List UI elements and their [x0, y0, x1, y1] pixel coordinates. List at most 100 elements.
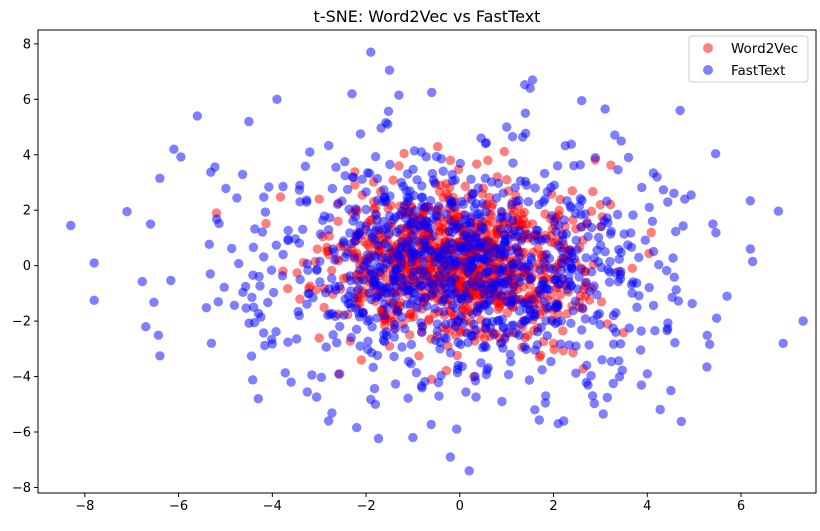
point-fasttext: [508, 263, 518, 273]
point-fasttext: [589, 281, 599, 291]
point-fasttext: [335, 321, 345, 332]
point-fasttext: [486, 177, 497, 187]
point-fasttext: [355, 341, 365, 351]
point-fasttext: [675, 105, 685, 116]
point-fasttext: [678, 221, 688, 231]
point-fasttext: [745, 244, 756, 254]
point-word2vec: [388, 175, 398, 185]
point-fasttext: [340, 252, 350, 262]
point-fasttext: [305, 147, 315, 157]
point-fasttext: [676, 416, 686, 427]
point-fasttext: [354, 312, 365, 322]
point-fasttext: [435, 344, 445, 354]
point-fasttext: [456, 339, 466, 350]
point-fasttext: [507, 320, 517, 331]
point-fasttext: [536, 322, 546, 333]
point-fasttext: [397, 206, 407, 217]
point-fasttext: [445, 452, 456, 462]
point-fasttext: [295, 274, 305, 285]
point-fasttext: [352, 422, 362, 433]
point-fasttext: [258, 328, 269, 338]
point-fasttext: [669, 272, 679, 282]
point-fasttext: [485, 295, 495, 306]
point-fasttext: [506, 271, 516, 282]
point-fasttext: [321, 342, 331, 352]
point-fasttext: [412, 175, 422, 185]
point-fasttext: [355, 129, 366, 139]
point-fasttext: [544, 263, 555, 273]
point-fasttext: [478, 223, 489, 234]
point-fasttext: [471, 392, 481, 402]
point-fasttext: [370, 152, 381, 162]
legend-label-word2vec: Word2Vec: [731, 41, 798, 57]
scatter-points: [66, 47, 808, 476]
point-fasttext: [648, 300, 659, 311]
point-fasttext: [201, 303, 212, 313]
point-fasttext: [428, 231, 438, 241]
point-fasttext: [533, 235, 543, 245]
point-word2vec: [433, 141, 443, 152]
point-fasttext: [598, 409, 608, 419]
point-fasttext: [658, 185, 669, 195]
point-fasttext: [137, 276, 147, 287]
point-fasttext: [687, 298, 697, 309]
point-fasttext: [283, 337, 293, 347]
point-word2vec: [312, 244, 323, 254]
point-fasttext: [445, 195, 455, 205]
point-fasttext: [433, 201, 444, 211]
point-fasttext: [637, 182, 647, 193]
point-fasttext: [404, 206, 414, 217]
point-fasttext: [369, 383, 380, 394]
point-fasttext: [331, 162, 341, 172]
point-fasttext: [448, 238, 458, 249]
legend-box: [688, 35, 809, 83]
point-fasttext: [460, 210, 470, 220]
point-fasttext: [506, 295, 517, 306]
point-fasttext: [280, 368, 290, 378]
point-word2vec: [483, 155, 493, 165]
point-fasttext: [539, 168, 550, 179]
point-fasttext: [373, 433, 384, 444]
point-fasttext: [483, 236, 493, 247]
point-fasttext: [141, 322, 151, 332]
point-fasttext: [608, 323, 618, 333]
point-fasttext: [635, 345, 646, 355]
point-fasttext: [453, 246, 464, 257]
point-fasttext: [332, 338, 342, 348]
point-fasttext: [327, 408, 337, 418]
point-fasttext: [627, 288, 637, 298]
point-fasttext: [489, 264, 500, 274]
point-fasttext: [602, 213, 612, 223]
point-fasttext: [524, 375, 535, 385]
point-fasttext: [353, 284, 364, 294]
point-fasttext: [383, 221, 393, 231]
point-fasttext: [430, 303, 440, 314]
point-fasttext: [473, 301, 483, 311]
point-fasttext: [247, 292, 257, 302]
point-word2vec: [533, 243, 543, 254]
point-fasttext: [359, 261, 369, 271]
point-fasttext: [409, 146, 420, 156]
point-fasttext: [452, 364, 463, 374]
point-fasttext: [390, 212, 401, 222]
point-fasttext: [343, 298, 353, 309]
point-word2vec: [554, 205, 564, 216]
point-word2vec: [283, 283, 293, 294]
point-fasttext: [454, 222, 464, 232]
point-fasttext: [623, 152, 634, 163]
point-fasttext: [542, 331, 552, 341]
point-fasttext: [491, 193, 502, 203]
point-word2vec: [502, 308, 512, 318]
point-fasttext: [596, 221, 607, 232]
point-fasttext: [552, 161, 563, 171]
y-tick-label: −8: [12, 481, 31, 496]
point-fasttext: [597, 355, 607, 365]
point-fasttext: [605, 229, 616, 239]
point-fasttext: [433, 278, 443, 288]
point-fasttext: [425, 195, 436, 206]
point-fasttext: [525, 274, 535, 285]
point-fasttext: [368, 362, 378, 372]
point-fasttext: [445, 348, 456, 358]
point-fasttext: [367, 348, 377, 358]
point-fasttext: [549, 180, 559, 190]
